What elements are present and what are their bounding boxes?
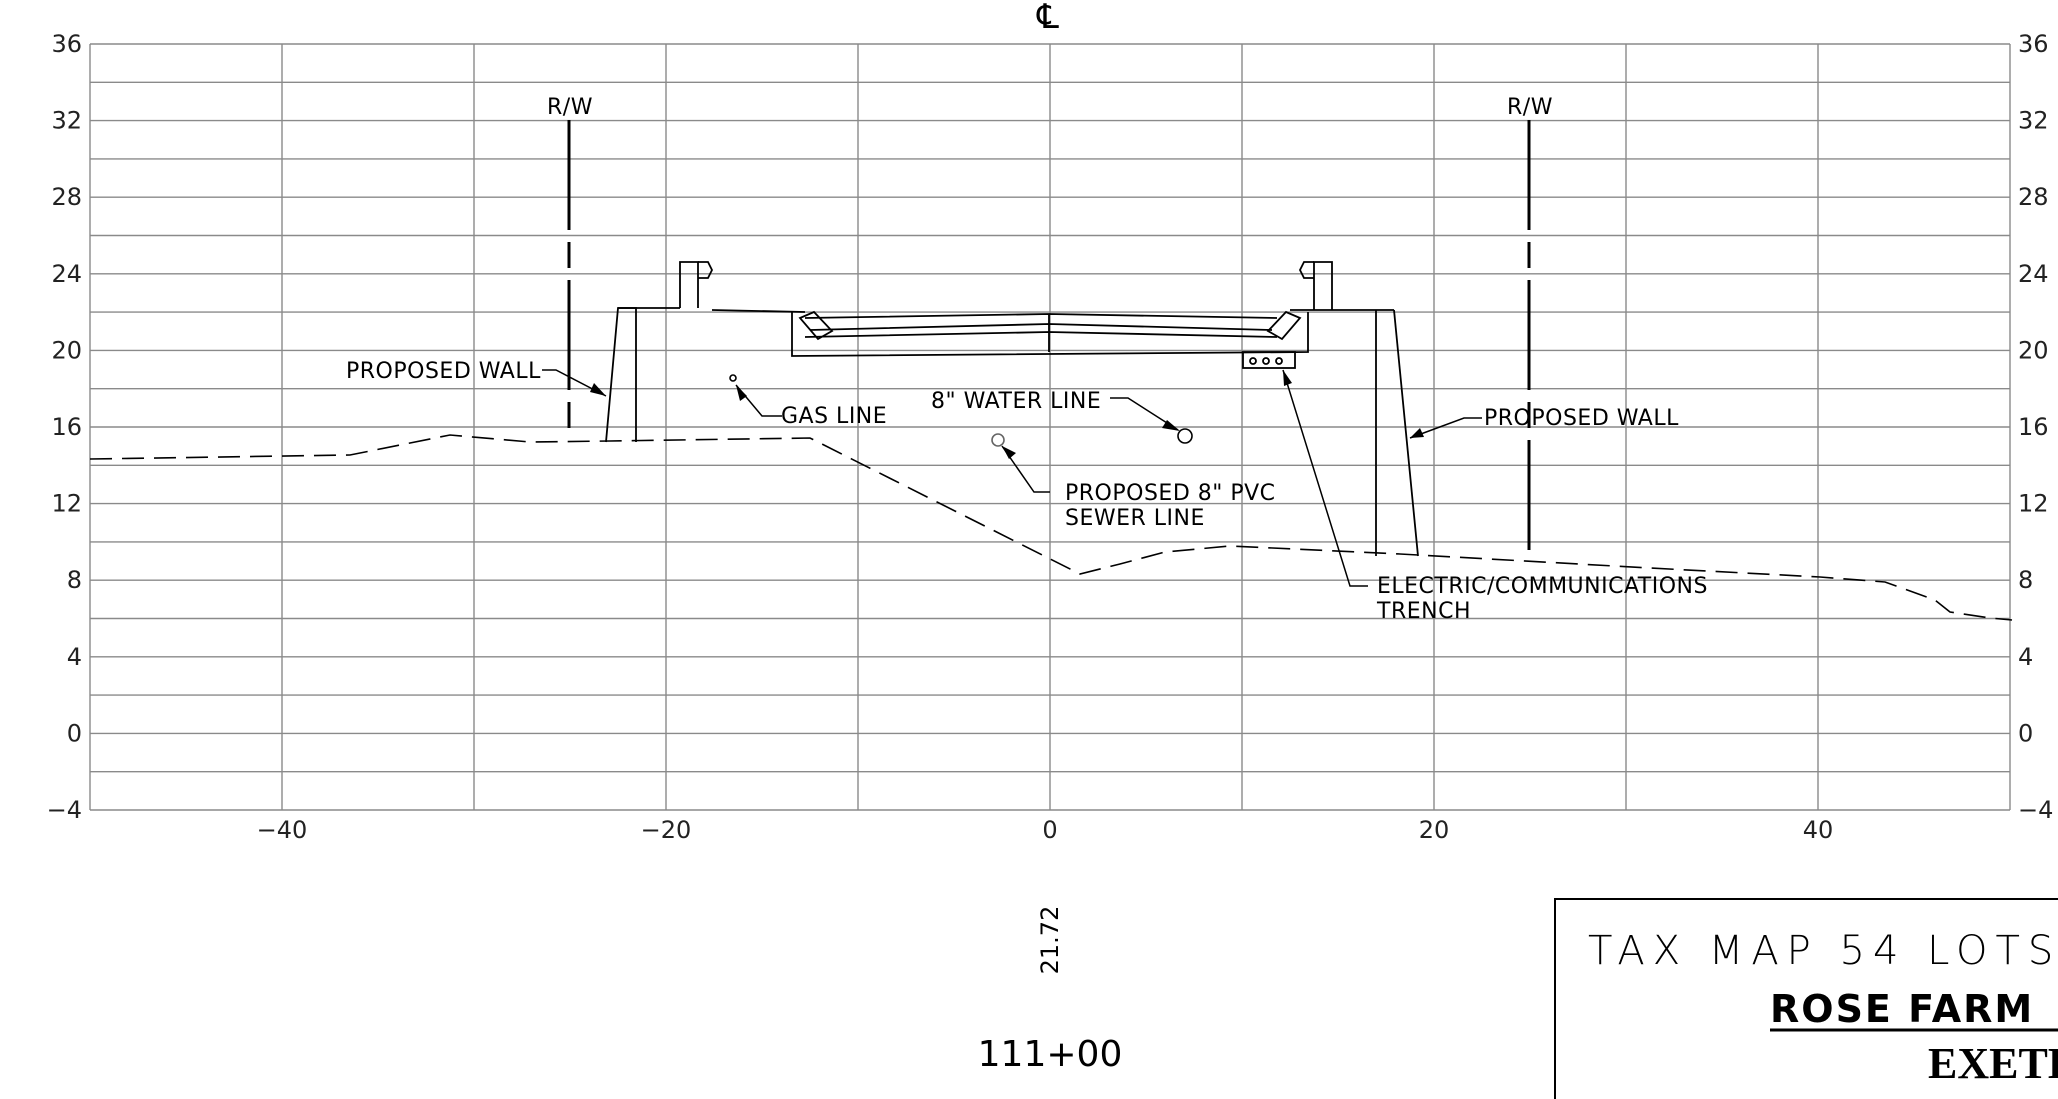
y-tick-right: 8: [2018, 566, 2033, 594]
y-tick-left: −4: [47, 796, 82, 824]
grid: [89, 43, 2011, 811]
y-tick-right: 32: [2018, 107, 2049, 135]
gas-line-marker: [729, 374, 737, 382]
road-section: [605, 261, 1419, 557]
x-tick: −40: [257, 816, 308, 844]
elevation-value: 21.72: [1036, 906, 1064, 975]
y-tick-right: −4: [2018, 796, 2053, 824]
water-line-marker: [1177, 428, 1193, 444]
y-tick-left: 36: [51, 30, 82, 58]
y-tick-left: 0: [67, 719, 82, 747]
x-axis-labels: −40 −20 0 20 40: [257, 816, 1834, 844]
y-tick-right: 20: [2018, 336, 2049, 364]
y-tick-right: 4: [2018, 643, 2033, 671]
y-tick-right: 12: [2018, 490, 2049, 518]
y-tick-left: 20: [51, 336, 82, 364]
utilities: [729, 374, 1193, 447]
y-tick-left: 8: [67, 566, 82, 594]
title-line-1: TAX MAP 54 LOTS 5: [1588, 928, 2058, 974]
x-tick: 20: [1419, 816, 1450, 844]
leader-arrowheads: [590, 370, 1424, 459]
y-tick-right: 28: [2018, 183, 2049, 211]
y-tick-left: 24: [51, 260, 82, 288]
station-label: 111+00: [978, 1034, 1123, 1075]
y-tick-left: 4: [67, 643, 82, 671]
sewer-line-label-1: PROPOSED 8" PVC: [1065, 481, 1276, 506]
x-tick: 0: [1042, 816, 1057, 844]
y-tick-right: 16: [2018, 413, 2049, 441]
y-tick-right: 36: [2018, 30, 2049, 58]
water-line-label: 8" WATER LINE: [931, 389, 1101, 414]
y-tick-left: 28: [51, 183, 82, 211]
y-tick-left: 16: [51, 413, 82, 441]
proposed-wall-left-label: PROPOSED WALL: [346, 359, 541, 384]
right-of-way-right: R/W: [1507, 95, 1553, 562]
y-axis-left-labels: 36 32 28 24 20 16 12 8 4 0 −4: [47, 30, 82, 824]
y-tick-left: 32: [51, 107, 82, 135]
existing-ground-profile: [89, 434, 2013, 621]
centerline-symbol: ℄: [1036, 0, 1059, 37]
sewer-line-label-2: SEWER LINE: [1065, 506, 1205, 531]
y-tick-left: 12: [51, 490, 82, 518]
y-tick-right: 24: [2018, 260, 2049, 288]
rw-label-left: R/W: [547, 95, 593, 120]
x-tick: 40: [1803, 816, 1834, 844]
proposed-wall-right-label: PROPOSED WALL: [1484, 406, 1679, 431]
title-line-2: ROSE FARM: [1770, 987, 2034, 1031]
sewer-line-marker: [991, 433, 1005, 447]
right-of-way-left: R/W: [547, 95, 593, 440]
electric-trench-label-2: TRENCH: [1376, 599, 1471, 624]
title-line-3: EXETE: [1928, 1039, 2058, 1088]
title-block: TAX MAP 54 LOTS 5 ROSE FARM EXETE: [1554, 898, 2058, 1099]
y-axis-right-labels: 36 32 28 24 20 16 12 8 4 0 −4: [2018, 30, 2053, 824]
electric-trench-label-1: ELECTRIC/COMMUNICATIONS: [1377, 574, 1708, 599]
rw-label-right: R/W: [1507, 95, 1553, 120]
gas-line-label: GAS LINE: [781, 404, 887, 429]
x-tick: −20: [641, 816, 692, 844]
y-tick-right: 0: [2018, 719, 2033, 747]
